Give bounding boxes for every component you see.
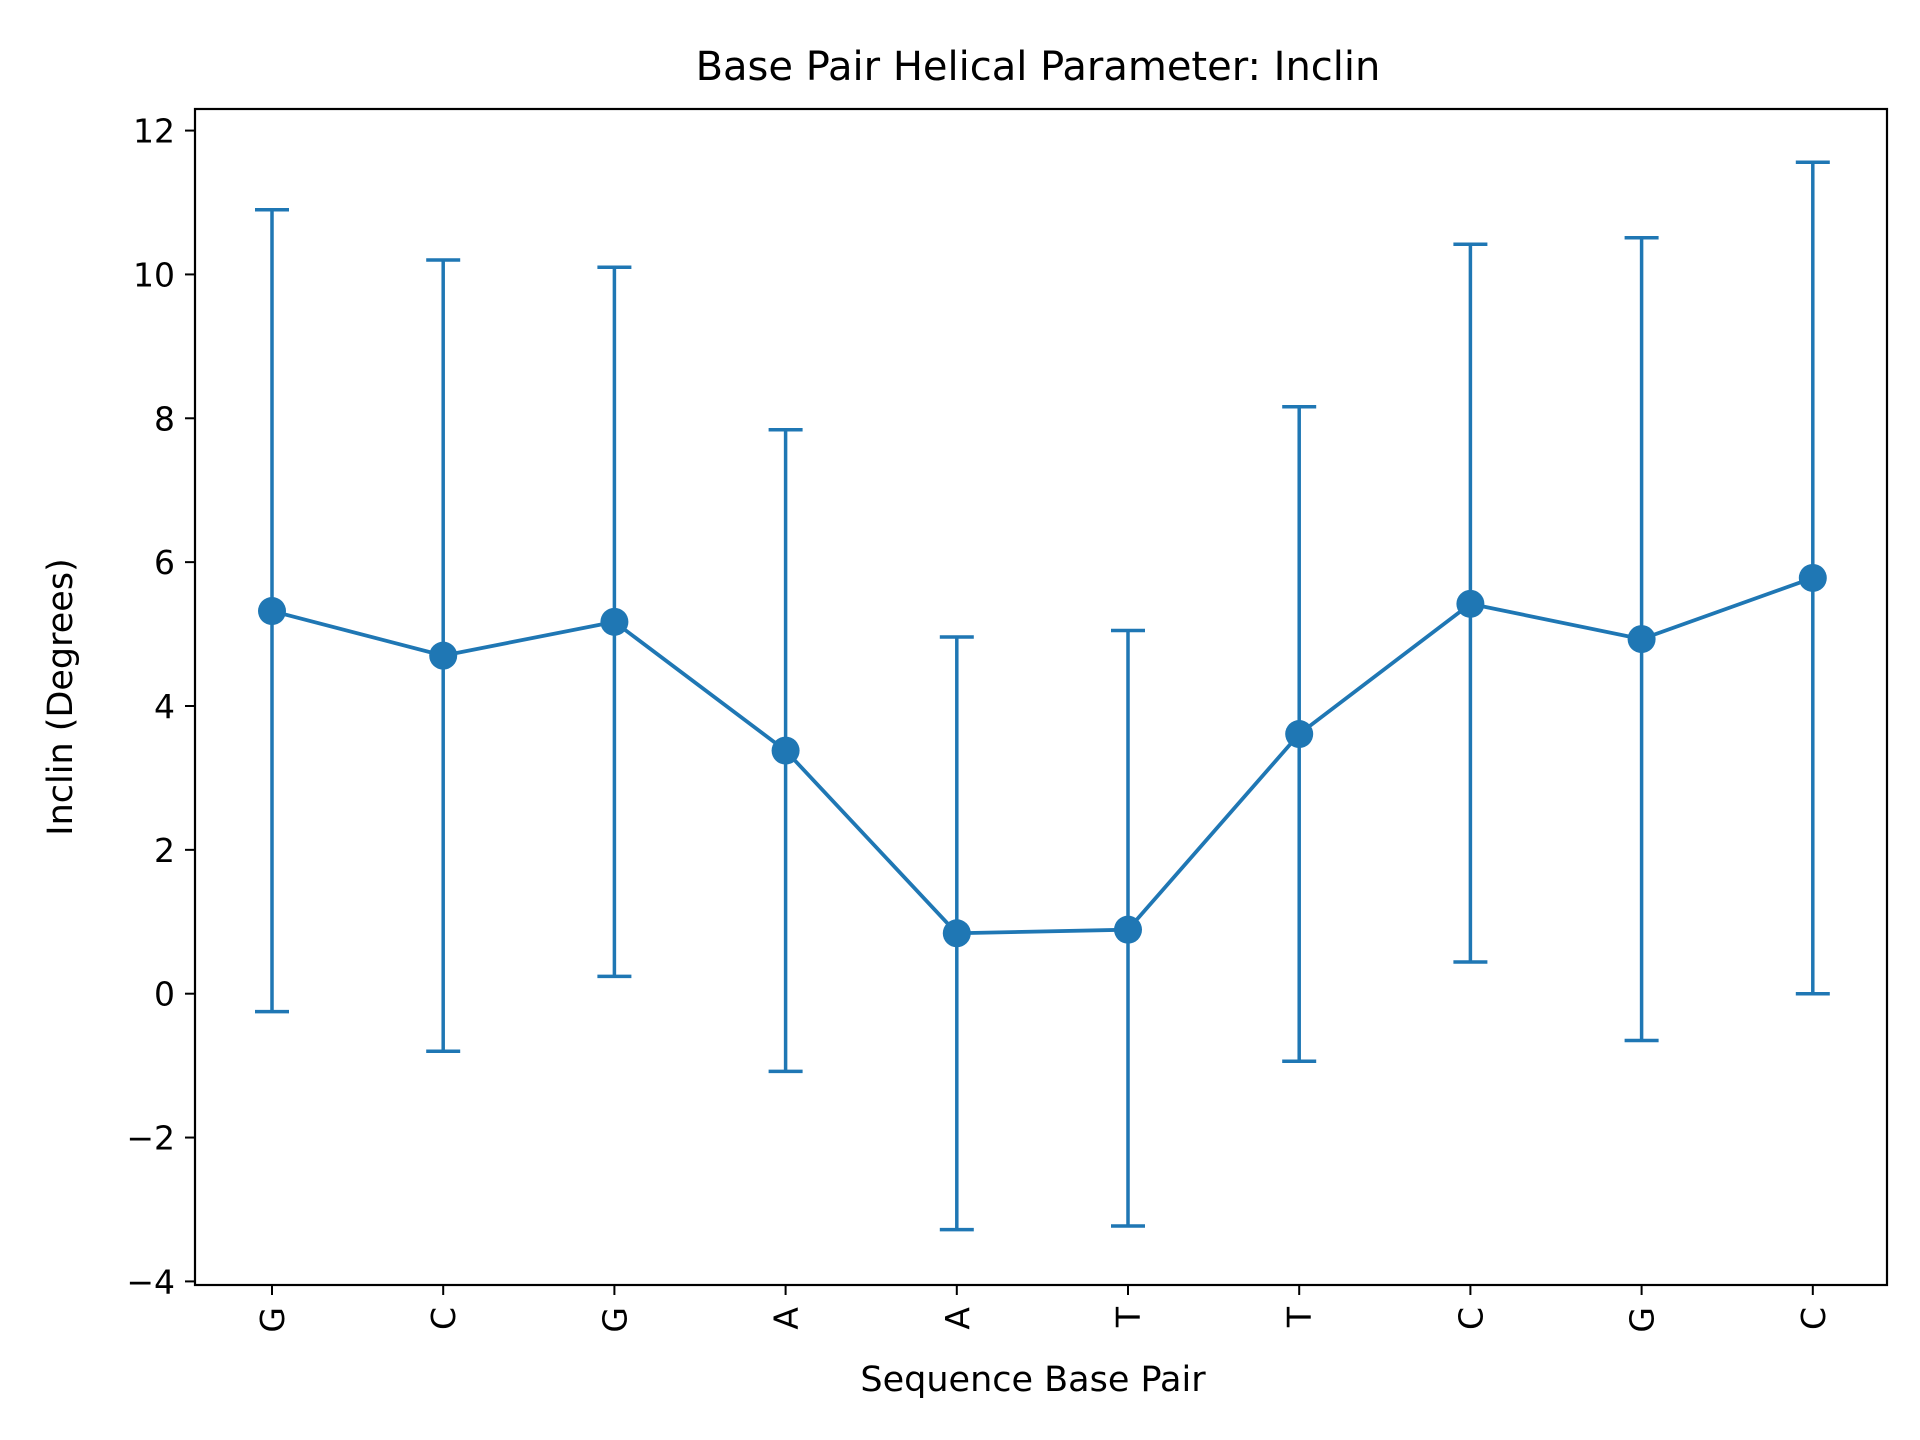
y-tick-label: 10 — [133, 255, 175, 294]
x-tick-label: T — [1280, 1306, 1319, 1328]
data-point — [942, 919, 971, 948]
data-point — [1627, 625, 1656, 654]
data-point — [1114, 915, 1142, 944]
x-tick-label: A — [767, 1307, 806, 1330]
y-tick-label: 8 — [154, 399, 175, 438]
x-tick-label: A — [938, 1307, 977, 1330]
data-point — [771, 736, 800, 765]
data-point — [258, 597, 286, 626]
x-tick-label: C — [1794, 1307, 1833, 1330]
y-tick-label: 12 — [133, 112, 175, 151]
x-axis-label: Sequence Base Pair — [860, 1360, 1206, 1400]
x-tick-label: G — [595, 1307, 634, 1333]
x-tick-label: C — [424, 1307, 463, 1330]
x-tick-label: T — [1109, 1306, 1148, 1328]
y-tick-label: −2 — [126, 1119, 175, 1158]
y-axis-label: Inclin (Degrees) — [41, 558, 81, 835]
plot-frame — [193, 107, 1889, 1287]
data-point — [429, 641, 458, 670]
series-line — [271, 576, 1814, 936]
chart-title: Base Pair Helical Parameter: Inclin — [696, 44, 1381, 90]
x-tick-label: G — [1623, 1307, 1662, 1333]
data-point — [1285, 720, 1314, 749]
y-tick-label: 2 — [154, 831, 175, 870]
plot-area — [255, 160, 1830, 1232]
x-tick-label: C — [1451, 1307, 1490, 1330]
data-point — [600, 607, 629, 636]
y-tick-label: 6 — [154, 543, 175, 582]
x-tick-label: G — [253, 1307, 292, 1333]
data-point — [1798, 563, 1827, 592]
y-tick-label: −4 — [126, 1262, 175, 1301]
data-point — [1456, 589, 1485, 618]
y-tick-label: 0 — [154, 975, 175, 1014]
y-tick-label: 4 — [154, 687, 175, 726]
